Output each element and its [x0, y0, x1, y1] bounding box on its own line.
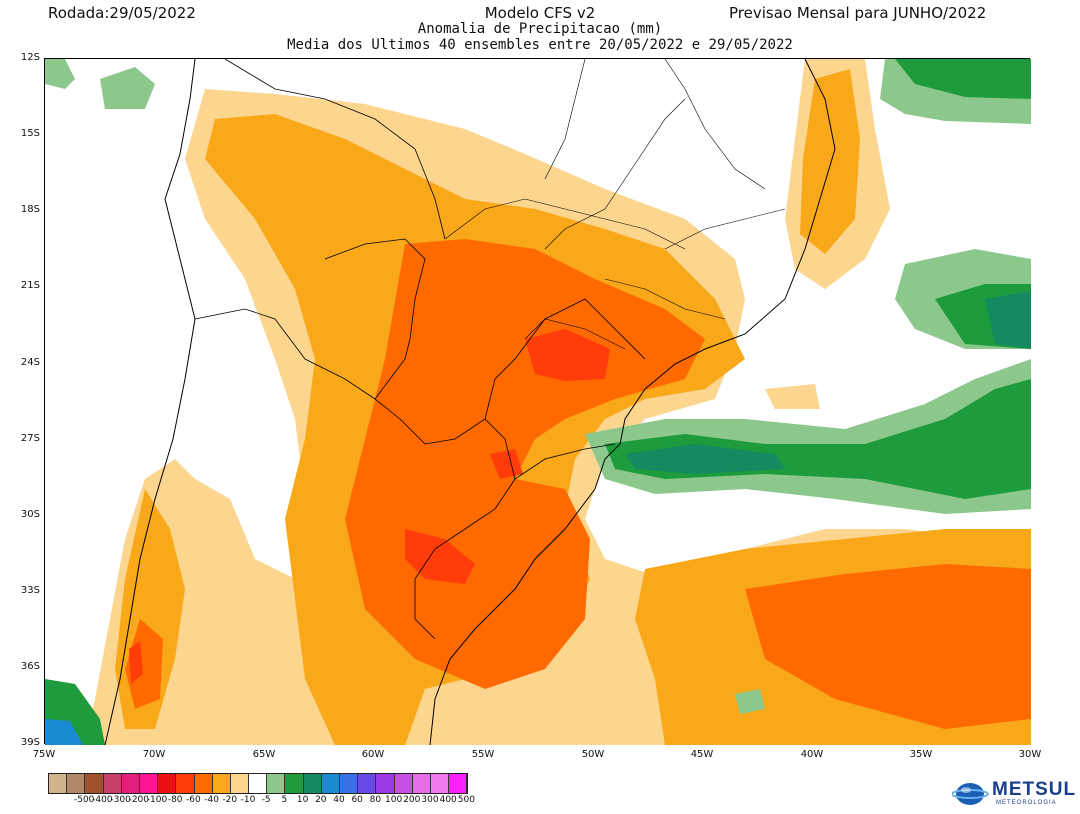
legend-label: -200 — [128, 795, 150, 805]
state-borders — [444, 59, 786, 350]
legend-label: -500 — [73, 795, 95, 805]
model-title: Modelo CFS v2 — [484, 4, 596, 22]
anomaly-region-blue-south-west — [45, 719, 83, 745]
logo-tagline: METEOROLOGIA — [996, 800, 1057, 806]
legend-swatch — [249, 774, 268, 793]
lat-label: 24S — [20, 357, 40, 368]
lon-label: 60W — [361, 749, 385, 760]
legend-swatch — [103, 774, 122, 793]
metsul-logo: METSUL METEOROLOGIA — [951, 778, 1075, 810]
legend-swatch — [230, 774, 250, 793]
legend-label: 10 — [296, 795, 309, 805]
legend-swatch — [394, 774, 413, 793]
legend-label: -80 — [167, 795, 183, 805]
lon-label: 35W — [909, 749, 933, 760]
lon-label: 55W — [471, 749, 495, 760]
lat-label: 30S — [20, 509, 40, 520]
legend-swatch — [85, 774, 104, 793]
lon-label: 65W — [252, 749, 276, 760]
anomaly-region-dark-green-north-east — [895, 59, 1031, 99]
map-canvas — [45, 59, 1031, 745]
lon-label: 50W — [581, 749, 605, 760]
anomaly-region-light-green-corner — [45, 59, 75, 89]
lon-label: 30W — [1018, 749, 1042, 760]
legend-label: 200 — [403, 795, 421, 805]
legend-label: -5 — [261, 795, 271, 805]
anomaly-region-red-orange — [525, 329, 610, 381]
globe-icon — [951, 783, 989, 805]
anomaly-region-red-orange-south — [405, 529, 475, 584]
legend-label: 20 — [315, 795, 327, 805]
legend-swatch — [67, 774, 86, 793]
legend-label: -100 — [146, 795, 168, 805]
legend-swatch — [285, 774, 304, 793]
anomaly-region-orange-north-east — [800, 69, 860, 254]
precipitation-anomaly-map — [44, 58, 1031, 745]
ensemble-subtitle: Media dos Ultimos 40 ensembles entre 20/… — [287, 37, 793, 53]
lat-label: 33S — [20, 585, 40, 596]
lon-label: 70W — [142, 749, 166, 760]
anomaly-region-teal-atlantic — [625, 444, 785, 474]
legend-label: -40 — [204, 795, 219, 805]
legend-swatch — [412, 774, 431, 793]
anomaly-region-light-orange-patch — [765, 384, 820, 409]
legend-swatch — [267, 774, 286, 793]
country-borders — [194, 59, 646, 640]
legend-swatch — [449, 774, 468, 793]
legend-swatch — [139, 774, 159, 793]
anomaly-region-red-orange-andes — [129, 641, 143, 684]
legend-swatch — [376, 774, 395, 793]
variable-subtitle: Anomalia de Precipitacao (mm) — [417, 21, 663, 37]
legend-swatch — [194, 774, 213, 793]
lon-label: 40W — [800, 749, 824, 760]
anomaly-region-light-green-north-west — [100, 67, 155, 109]
legend-label: 60 — [351, 795, 363, 805]
logo-name: METSUL — [992, 779, 1077, 800]
lon-label: 45W — [690, 749, 714, 760]
legend-label: 400 — [439, 795, 457, 805]
run-date: Rodada:29/05/2022 — [48, 4, 196, 22]
lat-label: 21S — [20, 280, 40, 291]
legend-label: 500 — [457, 795, 475, 805]
anomaly-region-teal-east — [985, 291, 1031, 349]
legend-label: -400 — [92, 795, 113, 805]
legend-swatch — [358, 774, 377, 793]
legend-swatch — [303, 774, 322, 793]
legend-swatch — [212, 774, 231, 793]
legend-swatch — [321, 774, 340, 793]
anomaly-region-dark-orange-andes — [125, 619, 163, 709]
legend-label: -20 — [222, 795, 238, 805]
color-legend — [48, 773, 469, 794]
legend-label: 40 — [333, 795, 345, 805]
legend-swatch — [176, 774, 195, 793]
legend-label: 300 — [421, 795, 439, 805]
legend-swatch — [121, 774, 140, 793]
anomaly-region-red-orange-small — [490, 449, 523, 479]
lat-label: 39S — [20, 737, 40, 748]
legend-swatch — [49, 774, 68, 793]
lat-label: 12S — [20, 52, 40, 63]
forecast-title: Previsao Mensal para JUNHO/2022 — [729, 4, 987, 22]
anomaly-region-dark-orange-south-atlantic — [745, 564, 1031, 729]
legend-swatch — [430, 774, 450, 793]
lat-label: 36S — [20, 661, 40, 672]
lon-label: 75W — [32, 749, 56, 760]
legend-label: 100 — [385, 795, 403, 805]
legend-label: -10 — [240, 795, 256, 805]
coastline — [104, 59, 836, 745]
legend-label: -60 — [186, 795, 201, 805]
legend-swatch — [340, 774, 359, 793]
legend-label: 80 — [369, 795, 382, 805]
legend-label: 5 — [281, 795, 288, 805]
legend-swatch — [158, 774, 177, 793]
anomaly-region-light-green-small — [735, 689, 765, 714]
lat-label: 18S — [20, 204, 40, 215]
lat-label: 27S — [20, 433, 40, 444]
lat-label: 15S — [20, 128, 40, 139]
legend-label: -300 — [110, 795, 131, 805]
